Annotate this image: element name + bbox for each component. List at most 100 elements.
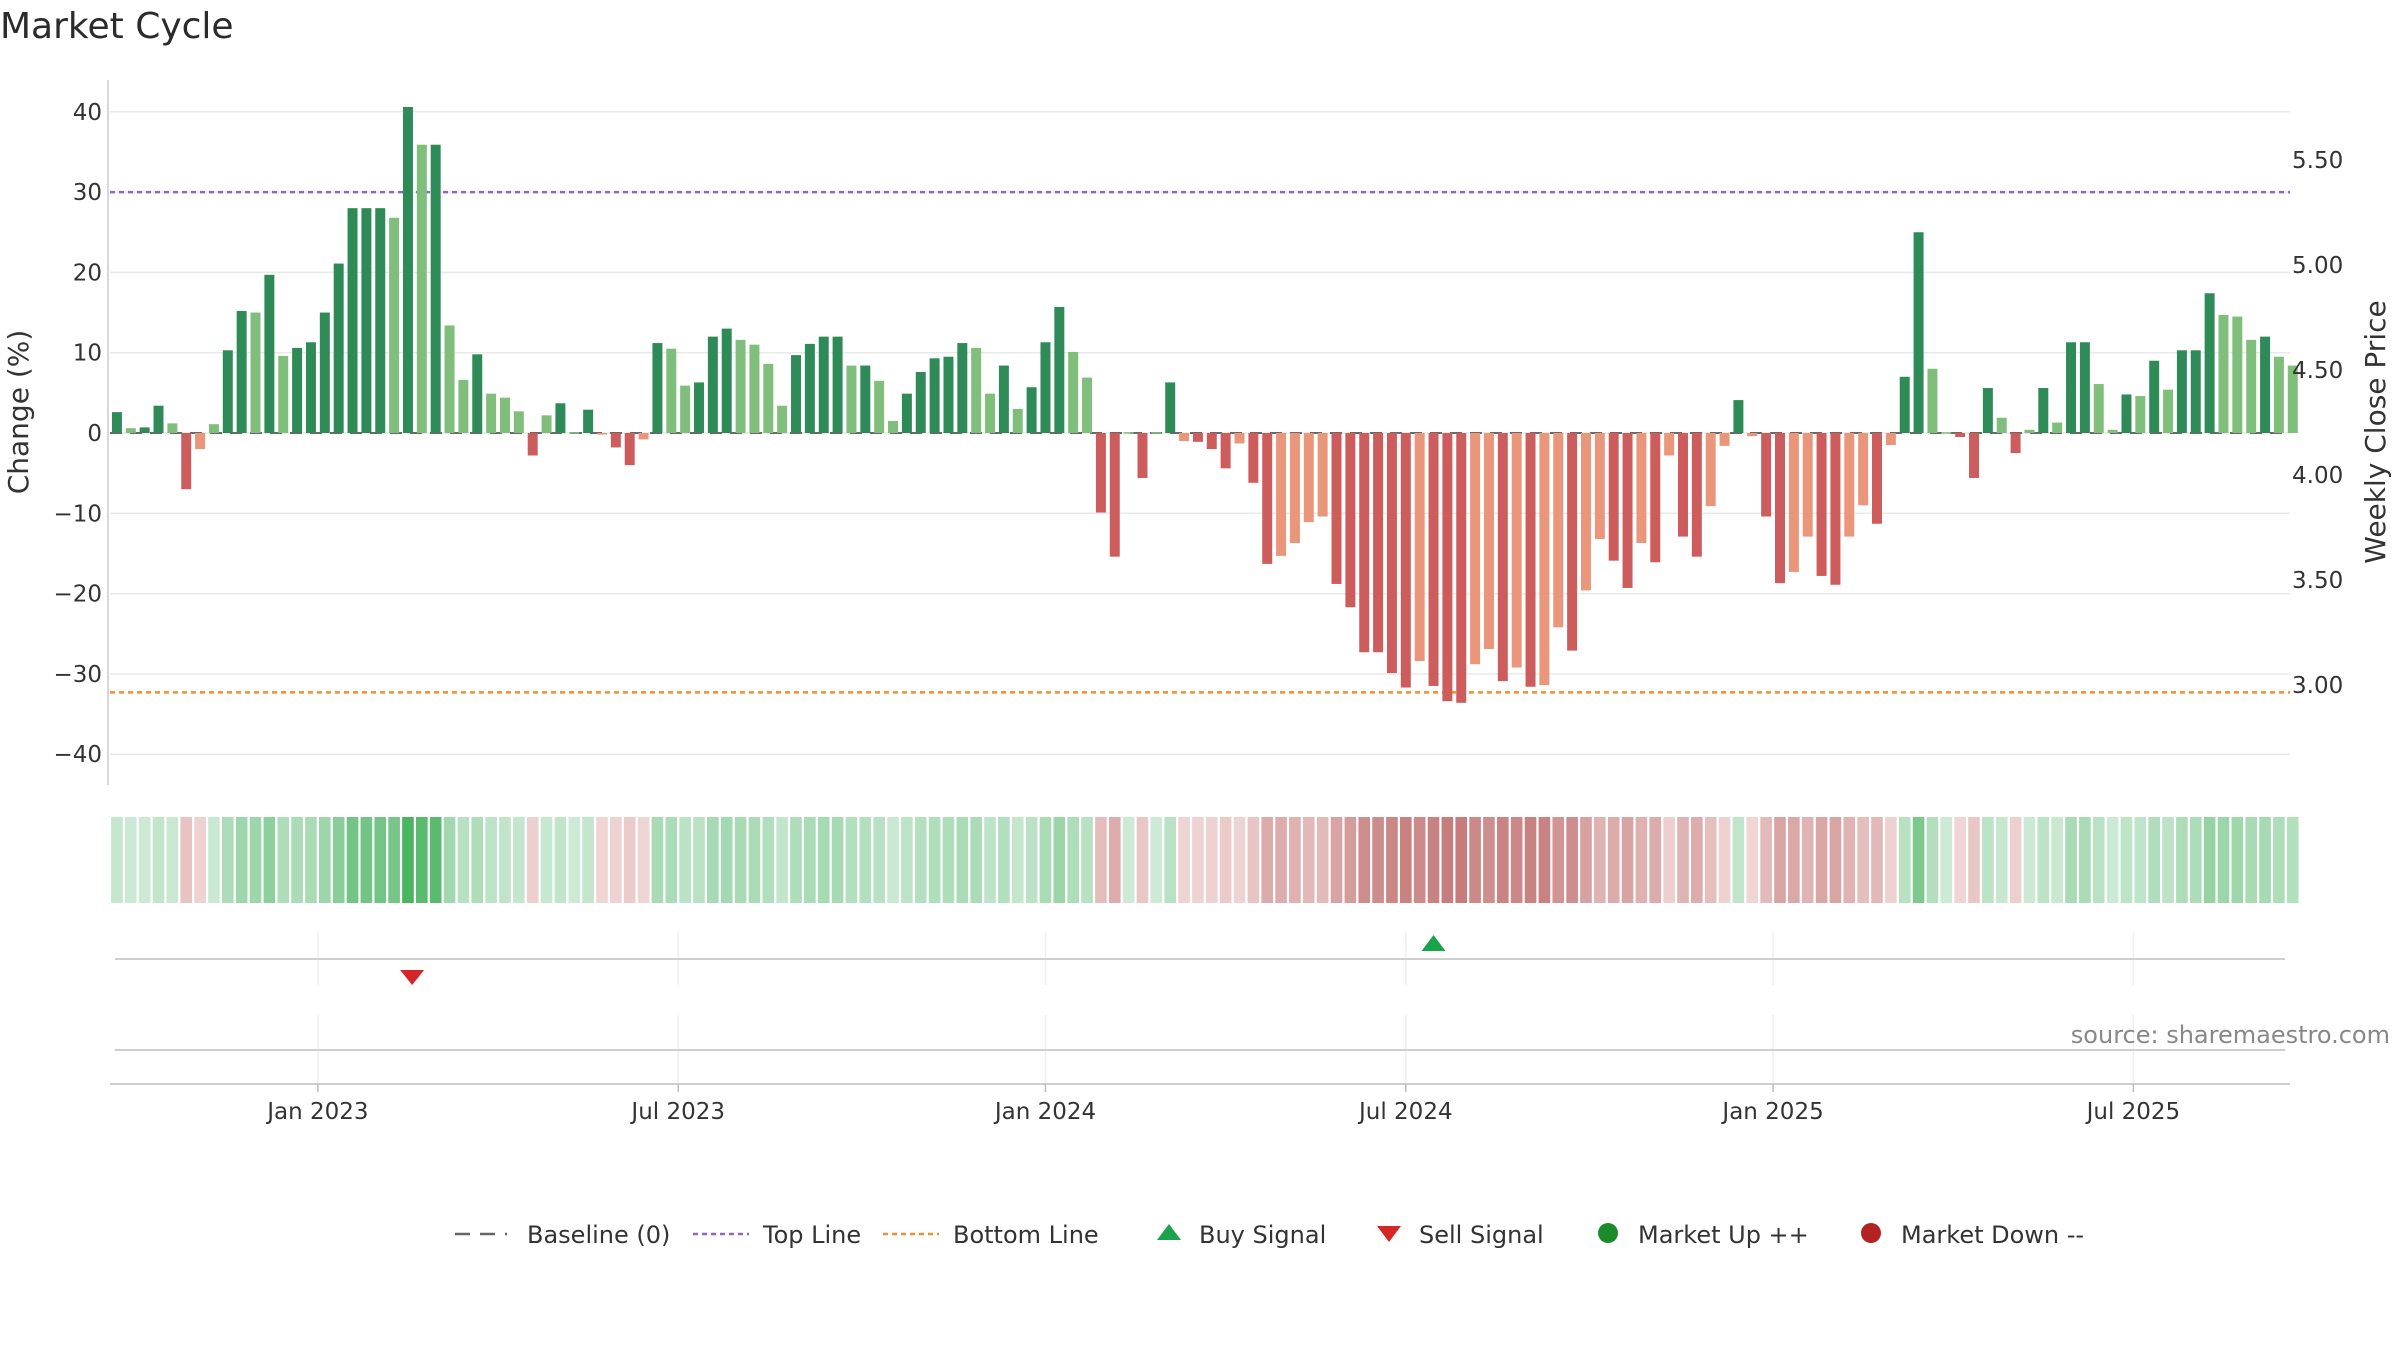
heat-cell <box>2176 817 2188 903</box>
heat-cell <box>2231 817 2244 903</box>
heat-cell <box>1469 817 1481 903</box>
heat-cell <box>1039 817 1052 903</box>
heat-cell <box>1691 817 1703 903</box>
bar <box>555 403 566 433</box>
y-tick-label: 0 <box>87 421 102 447</box>
bar <box>472 354 483 433</box>
heat-cell <box>887 817 899 903</box>
heat-cell <box>277 817 290 903</box>
heat-cell <box>623 817 636 903</box>
bar <box>791 355 802 433</box>
heat-cell <box>540 817 553 903</box>
heat-cell <box>1621 817 1634 903</box>
heat-cell <box>1441 817 1454 903</box>
heat-cell <box>526 817 539 903</box>
heat-cell <box>956 817 969 903</box>
bar <box>1317 433 1328 517</box>
bar <box>250 312 261 433</box>
heat-cell <box>1108 817 1121 903</box>
heat-cell <box>1898 817 1911 903</box>
bar <box>333 263 344 433</box>
bar <box>1677 433 1688 537</box>
x-tick-label: Jul 2024 <box>1357 1099 1453 1125</box>
heat-cell <box>1289 817 1301 903</box>
bar <box>1248 433 1259 483</box>
bar <box>1788 433 1799 572</box>
y-tick-label: −40 <box>53 742 102 768</box>
heat-cell <box>2286 817 2299 903</box>
heat-cell <box>665 817 678 903</box>
source-note: source: sharemaestro.com <box>2071 1021 2390 1049</box>
bar <box>2176 350 2187 433</box>
heat-cell <box>748 817 761 903</box>
heat-cell <box>1136 817 1149 903</box>
heat-cell <box>568 817 581 903</box>
bar <box>1234 433 1245 444</box>
bar <box>2066 342 2077 433</box>
bar <box>1511 433 1522 668</box>
market-up-icon <box>1598 1223 1618 1243</box>
bar <box>2135 396 2146 433</box>
x-tick-label: Jul 2025 <box>2085 1099 2181 1125</box>
bar <box>361 208 372 433</box>
heat-cell <box>513 817 525 903</box>
heat-strip <box>111 817 2299 903</box>
heat-cell <box>471 817 484 903</box>
bar <box>888 420 899 433</box>
legend-label: Market Up ++ <box>1638 1221 1809 1249</box>
bar <box>1386 433 1397 674</box>
bar <box>1470 433 1481 665</box>
legend-label: Top Line <box>762 1221 861 1249</box>
heat-cell <box>984 817 996 903</box>
bar <box>347 208 358 433</box>
bar <box>998 365 1009 433</box>
heat-cell <box>1358 817 1371 903</box>
heat-cell <box>1594 817 1606 903</box>
chart-title: Market Cycle <box>0 6 234 47</box>
bar <box>444 325 455 433</box>
heat-cell <box>1871 817 1883 903</box>
heat-cell <box>1649 817 1662 903</box>
heat-cell <box>1940 817 1953 903</box>
bar <box>1262 433 1273 564</box>
bar <box>1026 387 1037 433</box>
heat-cell <box>859 817 872 903</box>
heat-cell <box>1982 817 1994 903</box>
bar <box>2204 293 2215 433</box>
bar <box>638 433 649 440</box>
heat-cell <box>2092 817 2105 903</box>
heat-cell <box>1815 817 1828 903</box>
heat-cell <box>873 817 885 903</box>
heat-cell <box>942 817 955 903</box>
bar <box>1539 433 1550 686</box>
bar <box>1012 408 1023 433</box>
bar <box>1996 417 2007 433</box>
heat-cell <box>374 817 387 903</box>
bar <box>458 380 469 433</box>
heat-cell <box>1275 817 1287 903</box>
heat-cell <box>2203 817 2216 903</box>
bar <box>1747 433 1758 437</box>
bar <box>416 144 427 433</box>
heat-cell <box>845 817 858 903</box>
bar <box>1525 433 1536 687</box>
bar <box>1068 351 1079 433</box>
heat-cell <box>914 817 927 903</box>
heat-cell <box>1192 817 1204 903</box>
bar <box>624 433 635 466</box>
y2-tick-label: 5.50 <box>2292 148 2343 174</box>
bar <box>1137 433 1148 478</box>
heat-cell <box>2273 817 2285 903</box>
legend-label: Bottom Line <box>953 1221 1099 1249</box>
bar <box>1151 432 1162 434</box>
heat-cell <box>1829 817 1842 903</box>
heat-cell <box>1926 817 1939 903</box>
bar <box>319 312 330 433</box>
y-tick-label: 10 <box>73 341 102 367</box>
bar <box>1373 433 1384 653</box>
heat-cell <box>1607 817 1620 903</box>
heat-cell <box>499 817 511 903</box>
heat-cell <box>1164 817 1177 903</box>
bar <box>1594 433 1605 539</box>
heat-cell <box>928 817 941 903</box>
